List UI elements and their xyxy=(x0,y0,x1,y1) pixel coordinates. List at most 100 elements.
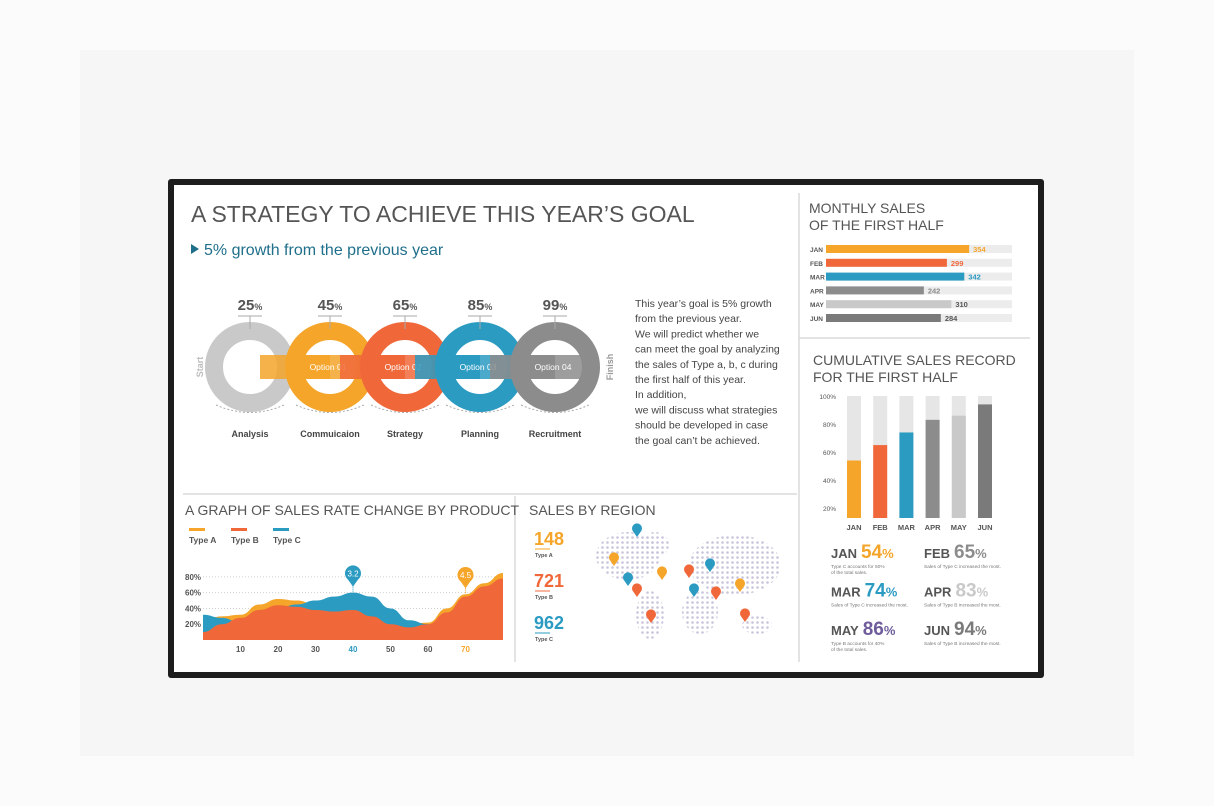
region-value: 721 xyxy=(534,571,564,591)
stat-month: FEB xyxy=(924,546,950,561)
stat-note: Sales of Type C increased the most. xyxy=(831,603,908,609)
stat-value: 94 xyxy=(954,619,976,640)
stat-value: 86 xyxy=(863,619,884,640)
stat-month: APR xyxy=(924,585,952,600)
stat-unit: % xyxy=(975,623,987,638)
step-percent-value: 45 xyxy=(318,297,335,314)
stat-note: Sales of Type C increased the most. xyxy=(924,564,1001,570)
category-label: APR xyxy=(810,288,824,295)
map-pin xyxy=(705,558,716,572)
stat-value: 74 xyxy=(865,581,887,602)
map-continent xyxy=(641,532,669,558)
map-pin xyxy=(632,583,642,597)
stat-unit: % xyxy=(977,585,989,600)
map-pin xyxy=(740,608,751,622)
step-percent-unit: % xyxy=(409,302,417,312)
y-tick-label: 40% xyxy=(823,478,836,485)
step-icon xyxy=(473,398,487,412)
stat: JAN 54% xyxy=(831,542,894,563)
chart-title: CUMULATIVE SALES RECORD xyxy=(813,352,1016,368)
stat: MAR 74% xyxy=(831,581,898,602)
bar xyxy=(951,415,966,518)
step-band xyxy=(525,355,555,379)
bar xyxy=(826,272,965,281)
bar xyxy=(925,419,940,518)
category-label: JAN xyxy=(810,247,823,254)
step-label: Analysis xyxy=(231,429,268,439)
paragraph-line: we will discuss what strategies xyxy=(634,404,777,416)
stat-value: 83 xyxy=(955,581,976,602)
x-tick-label: 70 xyxy=(461,645,470,654)
stat: MAY 86% xyxy=(831,619,896,640)
region-value: 148 xyxy=(534,529,564,549)
stat-month: JUN xyxy=(924,623,950,638)
x-tick-label: 60 xyxy=(424,645,433,654)
step-percent: 65% xyxy=(393,297,418,314)
stat-note: of the total sales. xyxy=(831,570,867,576)
map-pin xyxy=(689,583,699,597)
paragraph-line: This year’s goal is 5% growth xyxy=(635,298,772,310)
value-label: 310 xyxy=(955,300,968,309)
step-percent: 25% xyxy=(238,297,263,314)
legend-swatch xyxy=(273,528,289,531)
step-band xyxy=(375,355,405,379)
step-percent-value: 99 xyxy=(543,297,560,314)
step-bracket xyxy=(468,315,492,329)
map-pin xyxy=(657,566,667,580)
value-label: 342 xyxy=(968,273,981,282)
paragraph-line: can meet the goal by analyzing xyxy=(635,344,780,356)
y-tick-label: 40% xyxy=(185,604,201,613)
step-icon xyxy=(323,398,337,412)
stat-unit: % xyxy=(882,546,894,561)
stat: APR 83% xyxy=(924,581,989,602)
y-tick-label: 100% xyxy=(819,394,836,401)
step-percent-value: 25 xyxy=(238,297,255,314)
stat-note: Type C accounts for 50% xyxy=(831,564,885,570)
x-tick-label: 10 xyxy=(236,645,245,654)
map-pin xyxy=(684,564,694,578)
stat-unit: % xyxy=(975,546,987,561)
category-label: JUN xyxy=(810,316,823,323)
step-percent: 45% xyxy=(318,297,343,314)
stat-note: Sales of Type B increased the most. xyxy=(924,641,1001,647)
bar xyxy=(873,445,888,518)
y-tick-label: 80% xyxy=(823,422,836,429)
annotation-pin xyxy=(457,566,474,589)
step-bracket xyxy=(318,315,342,329)
region-label: Type B xyxy=(535,595,553,601)
legend-swatch xyxy=(231,528,247,531)
annotation-label: 3.2 xyxy=(347,570,359,579)
bar xyxy=(826,314,941,322)
step-percent-unit: % xyxy=(559,302,567,312)
step-percent: 85% xyxy=(468,297,493,314)
bar xyxy=(826,286,924,295)
step-option: Option 02 xyxy=(385,362,422,372)
paragraph-line: the goal can’t be achieved. xyxy=(635,435,760,447)
region-label: Type C xyxy=(535,637,553,643)
step-band xyxy=(450,355,480,379)
title: A STRATEGY TO ACHIEVE THIS YEAR’S GOAL xyxy=(191,201,695,227)
paragraph-line: the first half of this year. xyxy=(635,374,746,386)
category-label: MAR xyxy=(810,275,825,282)
map-continent xyxy=(742,616,772,634)
bar xyxy=(826,258,947,267)
section-title: SALES BY REGION xyxy=(529,502,656,518)
stat-value: 54 xyxy=(861,542,883,563)
map-pin xyxy=(646,609,657,623)
x-tick-label: MAR xyxy=(898,523,916,532)
step-option: Option 03 xyxy=(460,362,497,372)
bar xyxy=(899,432,914,518)
stat: JUN 94% xyxy=(924,619,987,640)
stat-unit: % xyxy=(886,585,898,600)
stat-month: JAN xyxy=(831,546,857,561)
step-icon xyxy=(398,398,412,412)
category-label: MAY xyxy=(810,302,825,309)
bar xyxy=(826,300,952,309)
step-percent: 99% xyxy=(543,297,568,314)
step-percent-unit: % xyxy=(254,302,262,312)
x-tick-label: APR xyxy=(925,523,941,532)
stat: FEB 65% xyxy=(924,542,987,563)
x-tick-label: 50 xyxy=(386,645,395,654)
map-continent xyxy=(689,535,781,595)
